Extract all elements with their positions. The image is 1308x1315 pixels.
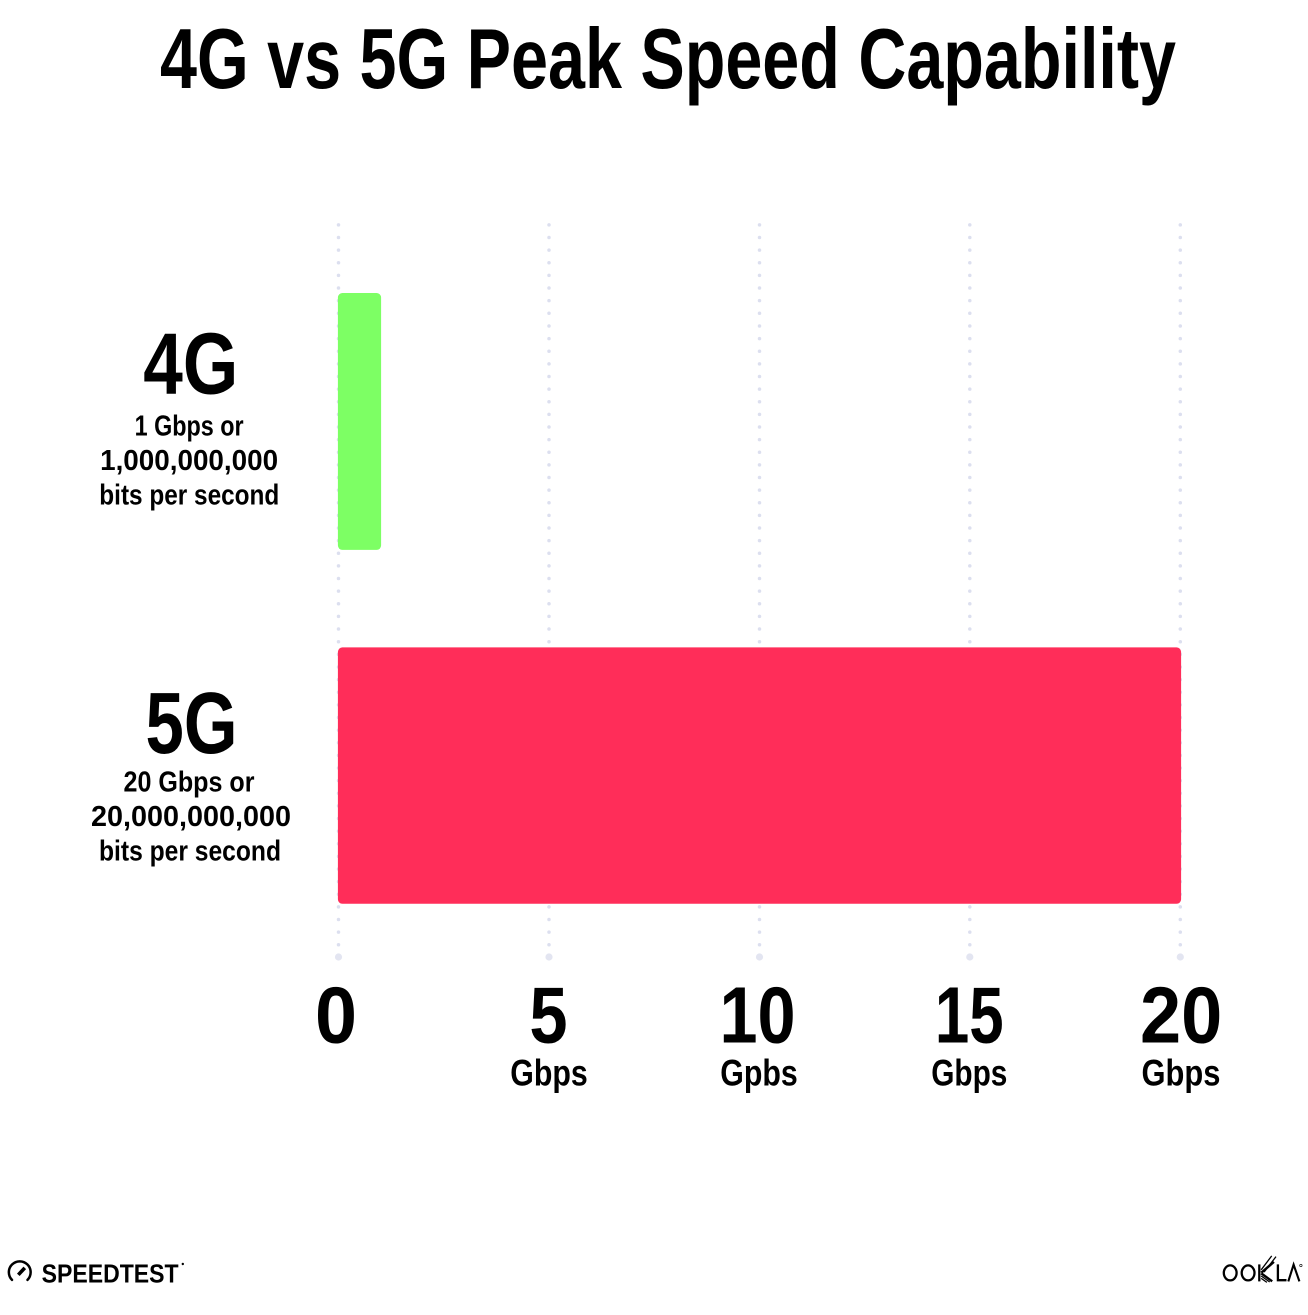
svg-text:Gbps: Gbps xyxy=(931,1053,1007,1094)
svg-text:20,000,000,000: 20,000,000,000 xyxy=(91,801,291,833)
svg-text:SPEEDTEST: SPEEDTEST xyxy=(42,1260,179,1288)
svg-text:bits per second: bits per second xyxy=(99,480,279,512)
svg-text:Gbps: Gbps xyxy=(510,1053,588,1094)
svg-text:4G vs 5G Peak Speed Capability: 4G vs 5G Peak Speed Capability xyxy=(160,12,1176,107)
svg-text:0: 0 xyxy=(315,971,357,1060)
svg-text:10: 10 xyxy=(719,971,795,1060)
svg-text:bits per second: bits per second xyxy=(99,836,281,868)
svg-text:Gbps: Gbps xyxy=(1142,1053,1221,1094)
svg-text:20 Gbps or: 20 Gbps or xyxy=(124,767,255,799)
svg-text:5G: 5G xyxy=(146,675,238,772)
svg-text:20: 20 xyxy=(1140,971,1222,1060)
svg-text:1 Gbps or: 1 Gbps or xyxy=(135,411,244,443)
svg-text:5: 5 xyxy=(529,971,567,1060)
svg-text:1,000,000,000: 1,000,000,000 xyxy=(100,445,278,477)
svg-text:4G: 4G xyxy=(143,315,238,412)
svg-text:Gpbs: Gpbs xyxy=(720,1053,798,1094)
svg-text:15: 15 xyxy=(935,971,1004,1060)
